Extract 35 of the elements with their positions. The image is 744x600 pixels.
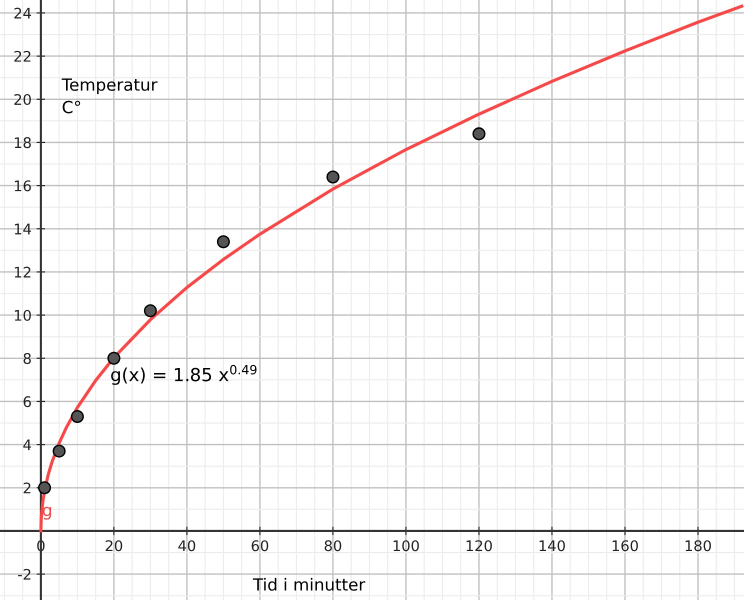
y-tick-label: 10	[14, 310, 31, 321]
y-tick-label: 8	[24, 352, 31, 364]
y-tick-label: 22	[14, 50, 30, 62]
y-tick-label: 4	[23, 440, 32, 450]
y-tick-label: 20	[14, 94, 31, 106]
y-tick-label: -2	[18, 568, 30, 580]
x-tick-label: 100	[394, 540, 419, 552]
x-tick-label: 160	[612, 540, 638, 552]
point	[52, 444, 66, 458]
x-tick-label: 120	[466, 540, 492, 552]
y-tick-label: 24	[14, 8, 32, 18]
x-tick-label: 40	[178, 540, 196, 552]
y-tick-label: 12	[14, 266, 30, 278]
y-tick-label: 6	[24, 396, 31, 408]
point	[326, 170, 340, 184]
point	[70, 410, 84, 424]
point	[38, 481, 52, 494]
y-tick-label: 14	[14, 224, 32, 234]
annotation: g(x) = 1.85 x$^{0.49}$	[111, 364, 257, 385]
point	[216, 235, 230, 248]
y-tick-label: 2	[24, 482, 30, 494]
y-axis-title: Temperatur C°	[62, 78, 158, 114]
x-tick-label: 140	[540, 540, 565, 552]
y-tick-label: 18	[14, 137, 31, 148]
x-tick-label: 180	[686, 540, 711, 552]
line-series	[39, 4, 744, 532]
point	[144, 304, 157, 318]
x-tick-label: 20	[106, 540, 122, 552]
annotation: g	[42, 506, 52, 520]
y-tick-label: 16	[14, 180, 31, 192]
x-tick-label: 60	[252, 540, 268, 552]
x-tick-label: 80	[324, 540, 342, 552]
point	[472, 127, 486, 140]
x-axis-title: Tid i minutter	[252, 578, 366, 591]
point	[107, 352, 120, 365]
